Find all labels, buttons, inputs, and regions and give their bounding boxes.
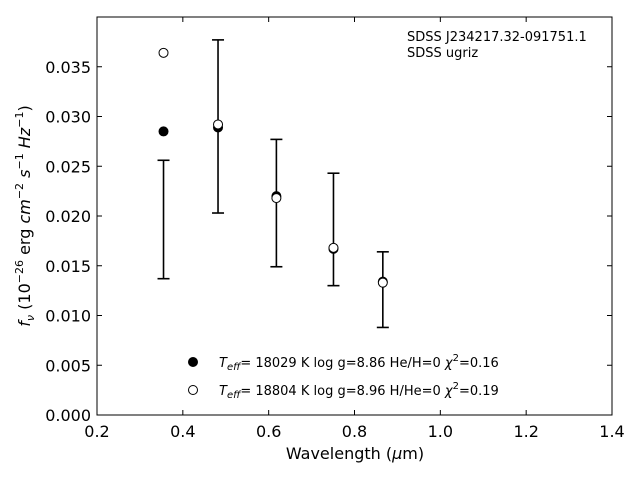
error-bars bbox=[157, 39, 389, 329]
model-point-open bbox=[271, 193, 282, 204]
x-axis-label: Wavelength (μm) bbox=[286, 444, 424, 463]
y-tick-label: 0.010 bbox=[45, 307, 91, 326]
x-tick-label: 1.4 bbox=[599, 422, 624, 441]
y-tick-label: 0.030 bbox=[45, 108, 91, 127]
model-point-filled bbox=[158, 126, 169, 137]
x-tick-label: 1.0 bbox=[428, 422, 453, 441]
y-tick-label: 0.025 bbox=[45, 157, 91, 176]
x-tick-label: 0.2 bbox=[84, 422, 109, 441]
y-axis-label: fν (10−26 erg cm−2 s−1 Hz−1) bbox=[13, 105, 37, 326]
legend-entry-2: Teff= 18804 K log g=8.96 H/He=0 χ2=0.19 bbox=[219, 381, 499, 401]
y-tick-label: 0.020 bbox=[45, 207, 91, 226]
y-tick-label: 0.005 bbox=[45, 356, 91, 375]
annotation-object-name: SDSS J234217.32-091751.1 bbox=[407, 30, 587, 45]
y-tick-label: 0.035 bbox=[45, 58, 91, 77]
y-tick-label: 0.015 bbox=[45, 257, 91, 276]
y-tick-label: 0.000 bbox=[45, 406, 91, 425]
x-tick-label: 1.2 bbox=[513, 422, 538, 441]
model-point-open bbox=[213, 119, 224, 130]
model-point-open bbox=[328, 242, 339, 253]
legend: Teff= 18029 K log g=8.86 He/H=0 χ2=0.16 … bbox=[188, 353, 499, 401]
x-tick-label: 0.8 bbox=[342, 422, 367, 441]
x-tick-label: 0.4 bbox=[170, 422, 195, 441]
data-points bbox=[158, 47, 388, 288]
x-tick-label: 0.6 bbox=[256, 422, 281, 441]
legend-entry-1: Teff= 18029 K log g=8.86 He/H=0 χ2=0.16 bbox=[219, 353, 499, 373]
axis-ticks: 0.2 0.4 0.6 0.8 1.0 1.2 1.4 0.000 0.005 0.010 0.01… bbox=[45, 17, 625, 441]
annotation-filter-set: SDSS ugriz bbox=[407, 46, 478, 61]
legend-marker-open bbox=[188, 385, 198, 395]
legend-marker-filled bbox=[188, 357, 198, 367]
model-point-open bbox=[158, 47, 169, 58]
model-point-open bbox=[377, 277, 388, 288]
